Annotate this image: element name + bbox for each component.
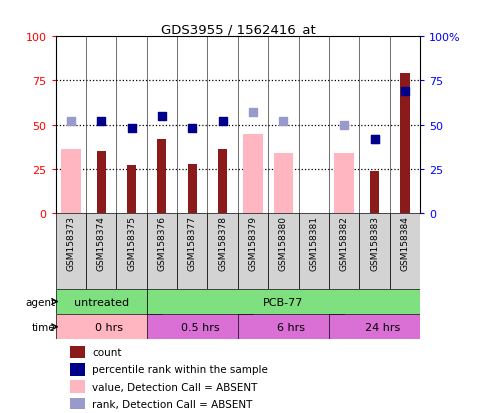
Text: GSM158376: GSM158376 [157, 216, 167, 271]
Bar [97, 152, 106, 214]
Point [219, 119, 227, 125]
Bar [238, 214, 268, 289]
Bar [116, 214, 147, 289]
Bar [56, 214, 86, 289]
Point [371, 136, 379, 143]
Bar [70, 380, 85, 393]
Bar [188, 164, 197, 214]
Point [97, 119, 105, 125]
Bar [400, 74, 410, 214]
Text: GSM158377: GSM158377 [188, 216, 197, 271]
Text: rank, Detection Call = ABSENT: rank, Detection Call = ABSENT [92, 399, 253, 409]
Bar [70, 363, 85, 375]
Text: 0 hrs: 0 hrs [95, 322, 123, 332]
Text: PCB-77: PCB-77 [263, 297, 304, 307]
Bar [329, 214, 359, 289]
Text: GSM158382: GSM158382 [340, 216, 349, 271]
Text: agent: agent [26, 297, 56, 307]
Bar [127, 166, 136, 214]
Bar [56, 289, 147, 314]
Text: 6 hrs: 6 hrs [277, 322, 305, 332]
Bar [147, 289, 420, 314]
Bar [70, 346, 85, 358]
Point [67, 119, 74, 125]
Bar [390, 214, 420, 289]
Bar [273, 154, 293, 214]
Bar [298, 214, 329, 289]
Bar [238, 314, 344, 339]
Text: value, Detection Call = ABSENT: value, Detection Call = ABSENT [92, 382, 257, 392]
Bar [147, 314, 253, 339]
Bar [177, 214, 208, 289]
Bar [359, 214, 390, 289]
Bar [329, 314, 435, 339]
Title: GDS3955 / 1562416_at: GDS3955 / 1562416_at [160, 23, 315, 36]
Text: count: count [92, 347, 122, 357]
Point [371, 136, 379, 143]
Bar [86, 214, 116, 289]
Text: GSM158384: GSM158384 [400, 216, 410, 271]
Text: time: time [32, 322, 56, 332]
Bar [147, 214, 177, 289]
Text: GSM158378: GSM158378 [218, 216, 227, 271]
Bar [56, 314, 162, 339]
Text: GSM158383: GSM158383 [370, 216, 379, 271]
Bar [370, 171, 379, 214]
Bar [61, 150, 81, 214]
Bar [218, 150, 227, 214]
Text: GSM158375: GSM158375 [127, 216, 136, 271]
Text: percentile rank within the sample: percentile rank within the sample [92, 364, 268, 374]
Point [249, 110, 257, 116]
Text: GSM158373: GSM158373 [66, 216, 75, 271]
Text: GSM158374: GSM158374 [97, 216, 106, 271]
Text: GSM158379: GSM158379 [249, 216, 257, 271]
Text: untreated: untreated [73, 297, 128, 307]
Point [158, 113, 166, 120]
Bar [334, 154, 354, 214]
Text: GSM158381: GSM158381 [309, 216, 318, 271]
Text: 24 hrs: 24 hrs [365, 322, 400, 332]
Bar [243, 134, 263, 214]
Point [280, 119, 287, 125]
Bar [268, 214, 298, 289]
Text: GSM158380: GSM158380 [279, 216, 288, 271]
Text: 0.5 hrs: 0.5 hrs [181, 322, 219, 332]
Point [128, 126, 135, 132]
Point [188, 126, 196, 132]
Bar [208, 214, 238, 289]
Bar [70, 398, 85, 410]
Point [341, 122, 348, 129]
Bar [157, 140, 167, 214]
Point [401, 88, 409, 95]
